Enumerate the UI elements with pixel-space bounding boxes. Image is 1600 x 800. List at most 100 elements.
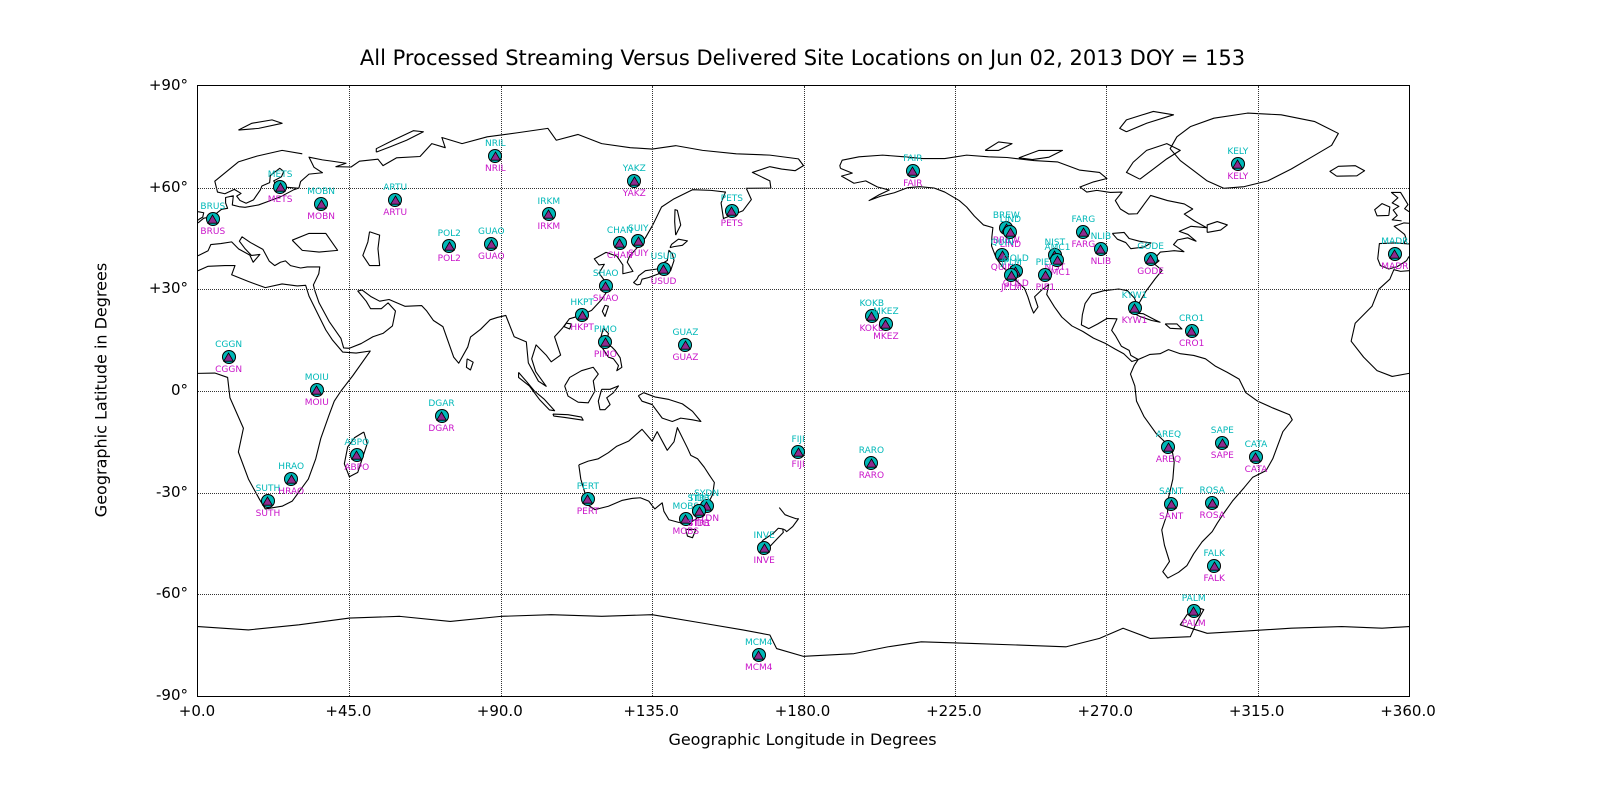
station-code-delivered: FARG: [1071, 240, 1096, 251]
gridline-horizontal: [198, 289, 1409, 291]
coastline-path: [670, 239, 687, 247]
coastline-path: [1126, 144, 1180, 180]
delivered-station-triangle-icon: [753, 649, 765, 660]
coastline-path: [1394, 223, 1409, 243]
delivered-station-triangle-icon: [1208, 561, 1220, 571]
y-tick-label: -60°: [156, 584, 188, 603]
station-code-processed: GUAO: [478, 226, 505, 237]
station-code-delivered: KOKB: [859, 324, 885, 335]
coastline-path: [598, 386, 618, 410]
coastline-path: [1207, 222, 1227, 233]
station-code-processed: MOBN: [307, 187, 335, 198]
station-code-delivered: CATA: [1244, 465, 1268, 476]
coastline-path: [553, 414, 583, 420]
delivered-station-triangle-icon: [693, 506, 705, 516]
station-code-processed: METS: [267, 169, 293, 180]
station-code-delivered: AREQ: [1155, 454, 1182, 465]
station-code-processed: IRKM: [537, 197, 561, 208]
coastline-path: [675, 210, 681, 235]
coastline-path: [686, 529, 696, 537]
station-code-delivered: CGGN: [215, 364, 243, 375]
delivered-station-triangle-icon: [658, 263, 670, 274]
station-code-delivered: HKPT: [570, 323, 594, 334]
delivered-station-triangle-icon: [262, 496, 274, 506]
delivered-station-triangle-icon: [632, 235, 644, 246]
delivered-station-triangle-icon: [1145, 254, 1157, 264]
station-code-delivered: GOLD: [1002, 279, 1029, 290]
station-code-delivered: PALM: [1181, 618, 1206, 629]
station-code-delivered: SUTH: [255, 508, 281, 519]
delivered-station-triangle-icon: [907, 165, 919, 176]
delivered-station-triangle-icon: [1206, 498, 1218, 508]
station-code-processed: QUIN: [990, 238, 1014, 249]
station-code-processed: SUIY: [628, 223, 649, 234]
delivered-station-triangle-icon: [1216, 437, 1228, 448]
station-code-processed: BRUS: [200, 201, 226, 212]
coastline-path: [1392, 192, 1409, 220]
station-code-processed: MOBS: [672, 502, 700, 513]
station-code-delivered: POL2: [437, 254, 461, 265]
plot-area: BRUS BRUS METS METS MOBN MOBN ARTU ARTU MADR MADR…: [197, 85, 1410, 697]
station-code-processed: SYDN: [694, 488, 720, 499]
station-code-delivered: GODE: [1137, 266, 1164, 277]
station-code-delivered: YAKZ: [622, 188, 646, 199]
station-code-processed: PETS: [720, 194, 744, 205]
station-code-processed: KELY: [1227, 146, 1249, 157]
y-tick-label: -30°: [156, 482, 188, 501]
station-code-delivered: CHAN: [606, 250, 633, 261]
station-code-processed: JPLM: [1000, 258, 1022, 269]
station-code-processed: HKPT: [570, 298, 594, 309]
station-code-processed: CHAN: [606, 225, 633, 236]
y-tick-label: +30°: [148, 279, 188, 298]
station-code-processed: SHAO: [592, 268, 619, 279]
delivered-station-triangle-icon: [1129, 302, 1140, 313]
coastline-path: [1375, 204, 1390, 216]
station-code-delivered: LIND: [999, 239, 1022, 250]
y-axis-label: Geographic Latitude in Degrees: [91, 262, 111, 518]
station-code-processed: YAKZ: [622, 163, 646, 174]
delivered-station-triangle-icon: [311, 385, 323, 395]
delivered-station-triangle-icon: [792, 447, 804, 457]
plot-title: All Processed Streaming Versus Delivered…: [359, 46, 1246, 70]
station-code-processed: PIE1: [1035, 257, 1056, 268]
coastline-path: [198, 607, 1409, 656]
station-code-processed: FARG: [1071, 215, 1096, 226]
x-tick-label: +135.0: [623, 702, 679, 720]
station-code-delivered: IRKM: [537, 222, 561, 233]
station-code-delivered: MOBN: [307, 212, 335, 223]
station-code-delivered: KYW1: [1121, 315, 1148, 326]
station-code-processed: INVE: [753, 531, 775, 542]
station-code-delivered: QUIN: [990, 263, 1014, 274]
station-code-processed: MADR: [1381, 237, 1409, 248]
delivered-station-triangle-icon: [628, 176, 640, 186]
x-tick-label: +180.0: [774, 702, 831, 720]
delivered-station-triangle-icon: [1162, 442, 1174, 452]
station-code-processed: STR1: [687, 493, 711, 504]
x-tick-label: +360.0: [1380, 702, 1436, 720]
station-code-delivered: STR1: [687, 518, 711, 529]
station-code-processed: PALM: [1181, 593, 1206, 604]
station-code-delivered: FALK: [1203, 574, 1225, 585]
station-code-processed: GODE: [1137, 241, 1164, 252]
station-code-delivered: HRAO: [278, 486, 305, 497]
coastline-path: [1170, 113, 1338, 188]
delivered-station-triangle-icon: [576, 310, 588, 321]
station-code-processed: GUAZ: [672, 327, 699, 338]
station-code-processed: DGAR: [428, 398, 455, 409]
coastline-path: [1330, 166, 1365, 177]
coastline-path: [519, 372, 555, 410]
station-code-processed: AMC1: [1044, 242, 1071, 253]
station-code-delivered: BRUS: [200, 226, 226, 237]
coastline-path: [1133, 313, 1160, 322]
x-tick-label: +90.0: [476, 702, 523, 720]
delivered-station-triangle-icon: [758, 543, 770, 553]
world-map: [198, 86, 1409, 696]
station-code-delivered: PETS: [720, 219, 744, 230]
delivered-station-triangle-icon: [351, 450, 363, 460]
y-tick-label: +90°: [148, 76, 188, 94]
station-code-processed: KYW1: [1121, 290, 1148, 301]
station-code-processed: ARTU: [383, 182, 408, 193]
delivered-station-triangle-icon: [996, 250, 1008, 261]
station-code-delivered: AMC1: [1044, 267, 1071, 278]
y-tick-label: +60°: [148, 177, 188, 196]
